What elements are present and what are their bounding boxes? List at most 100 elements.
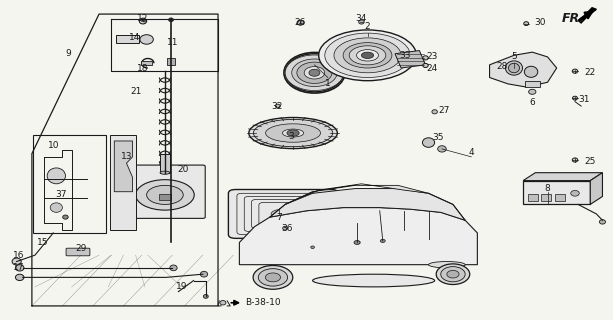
Text: 30: 30 bbox=[535, 18, 546, 27]
Text: 3: 3 bbox=[288, 132, 294, 141]
Ellipse shape bbox=[436, 264, 470, 284]
Bar bbox=[140, 61, 151, 65]
Text: 9: 9 bbox=[66, 49, 71, 58]
Text: 27: 27 bbox=[438, 106, 449, 115]
Ellipse shape bbox=[15, 274, 24, 281]
Text: 10: 10 bbox=[48, 141, 59, 150]
Text: 34: 34 bbox=[356, 14, 367, 23]
Text: 12: 12 bbox=[137, 14, 148, 23]
Polygon shape bbox=[578, 8, 596, 23]
Text: 16: 16 bbox=[13, 251, 25, 260]
Ellipse shape bbox=[600, 220, 606, 224]
Text: 4: 4 bbox=[468, 148, 474, 156]
Ellipse shape bbox=[528, 89, 536, 94]
Ellipse shape bbox=[297, 20, 304, 25]
Circle shape bbox=[319, 30, 416, 81]
Polygon shape bbox=[270, 188, 465, 220]
Ellipse shape bbox=[509, 63, 519, 73]
Ellipse shape bbox=[204, 294, 208, 298]
Ellipse shape bbox=[573, 69, 577, 73]
Text: 36: 36 bbox=[281, 224, 293, 233]
Ellipse shape bbox=[441, 267, 465, 282]
Text: 2: 2 bbox=[365, 22, 370, 31]
Text: 25: 25 bbox=[585, 157, 596, 166]
Bar bbox=[525, 81, 540, 87]
Ellipse shape bbox=[271, 209, 295, 219]
Ellipse shape bbox=[573, 96, 577, 100]
Ellipse shape bbox=[139, 18, 147, 24]
Ellipse shape bbox=[160, 171, 170, 174]
Ellipse shape bbox=[253, 119, 333, 147]
Ellipse shape bbox=[428, 261, 465, 268]
Ellipse shape bbox=[359, 20, 364, 24]
Polygon shape bbox=[590, 173, 603, 204]
Text: 11: 11 bbox=[167, 38, 178, 47]
Ellipse shape bbox=[423, 56, 428, 60]
Ellipse shape bbox=[170, 265, 177, 271]
Ellipse shape bbox=[422, 138, 435, 147]
Ellipse shape bbox=[423, 63, 428, 68]
Text: 19: 19 bbox=[176, 282, 187, 292]
Bar bbox=[116, 35, 139, 43]
Circle shape bbox=[343, 43, 392, 68]
Ellipse shape bbox=[311, 246, 314, 249]
Text: 37: 37 bbox=[55, 190, 66, 199]
Ellipse shape bbox=[200, 271, 208, 277]
Text: 31: 31 bbox=[579, 95, 590, 104]
FancyBboxPatch shape bbox=[66, 248, 90, 256]
FancyArrowPatch shape bbox=[231, 300, 238, 305]
Text: 23: 23 bbox=[426, 52, 437, 61]
Ellipse shape bbox=[50, 203, 63, 212]
FancyBboxPatch shape bbox=[133, 165, 205, 218]
Ellipse shape bbox=[63, 215, 68, 219]
Circle shape bbox=[135, 180, 194, 210]
Circle shape bbox=[287, 130, 299, 136]
Circle shape bbox=[147, 185, 183, 204]
Text: 24: 24 bbox=[426, 63, 437, 73]
Text: 29: 29 bbox=[75, 244, 86, 253]
Bar bbox=[110, 135, 135, 230]
Ellipse shape bbox=[304, 67, 325, 79]
Ellipse shape bbox=[297, 62, 332, 84]
Text: 8: 8 bbox=[545, 184, 550, 193]
Ellipse shape bbox=[285, 55, 344, 91]
Text: 15: 15 bbox=[37, 238, 48, 247]
Ellipse shape bbox=[524, 66, 538, 77]
Ellipse shape bbox=[265, 273, 281, 282]
Circle shape bbox=[325, 33, 410, 77]
Text: 35: 35 bbox=[432, 133, 443, 142]
Ellipse shape bbox=[169, 18, 173, 22]
Text: 7: 7 bbox=[276, 212, 282, 222]
Circle shape bbox=[349, 46, 386, 65]
Ellipse shape bbox=[506, 61, 522, 75]
Ellipse shape bbox=[524, 22, 528, 26]
Polygon shape bbox=[285, 184, 428, 204]
Ellipse shape bbox=[258, 269, 287, 286]
Ellipse shape bbox=[275, 104, 280, 108]
FancyBboxPatch shape bbox=[229, 189, 338, 238]
Ellipse shape bbox=[283, 226, 287, 230]
Bar bbox=[33, 135, 106, 233]
Text: 22: 22 bbox=[585, 68, 596, 77]
Ellipse shape bbox=[292, 59, 337, 86]
Text: 32: 32 bbox=[272, 101, 283, 111]
Text: 21: 21 bbox=[130, 87, 142, 96]
Bar bbox=[523, 180, 590, 204]
Ellipse shape bbox=[438, 146, 446, 152]
Ellipse shape bbox=[220, 300, 226, 305]
Text: 28: 28 bbox=[496, 62, 508, 71]
Ellipse shape bbox=[432, 110, 438, 114]
Text: 6: 6 bbox=[530, 99, 535, 108]
Bar bbox=[167, 59, 175, 65]
Text: FR.: FR. bbox=[562, 12, 585, 25]
Text: 14: 14 bbox=[129, 33, 140, 42]
Ellipse shape bbox=[15, 265, 24, 271]
Polygon shape bbox=[239, 208, 478, 265]
Polygon shape bbox=[395, 51, 425, 68]
Bar bbox=[159, 194, 171, 200]
Polygon shape bbox=[234, 251, 490, 287]
Bar bbox=[528, 194, 538, 201]
Ellipse shape bbox=[253, 266, 293, 289]
Ellipse shape bbox=[354, 241, 360, 244]
Ellipse shape bbox=[380, 239, 385, 243]
